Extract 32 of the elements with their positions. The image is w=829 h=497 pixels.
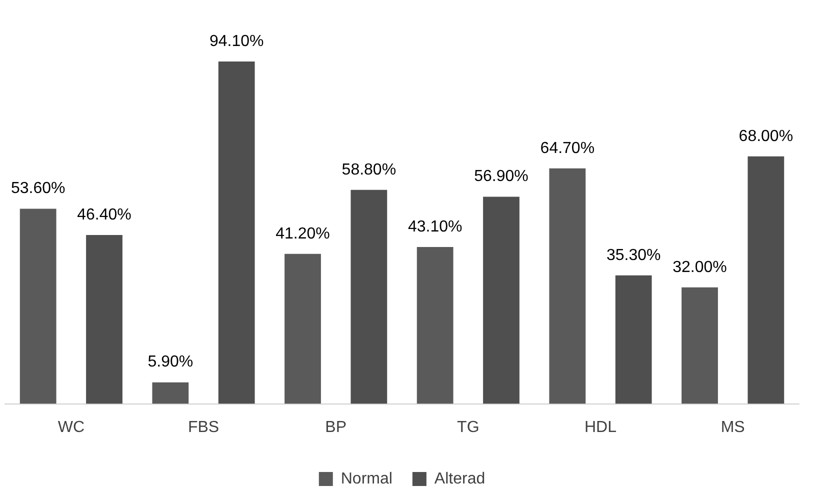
x-tick-label: FBS	[188, 418, 220, 436]
bar	[86, 234, 122, 404]
bar	[218, 61, 255, 404]
x-tick-label: TG	[457, 418, 480, 436]
x-tick-label: BP	[325, 418, 347, 436]
data-label: 35.30%	[606, 246, 661, 264]
x-tick-label: MS	[720, 418, 745, 436]
x-tick-label: WC	[58, 418, 84, 436]
legend-label: Alterad	[434, 470, 486, 488]
data-label: 32.00%	[672, 258, 727, 276]
legend-label: Normal	[340, 470, 392, 488]
data-label: 64.70%	[540, 140, 595, 157]
bar	[549, 168, 586, 404]
bar	[615, 275, 652, 404]
bar	[682, 287, 718, 404]
data-label: 68.00%	[738, 128, 794, 145]
data-label: 5.90%	[148, 354, 194, 371]
data-label: 41.20%	[276, 225, 330, 242]
data-label: 58.80%	[342, 161, 396, 178]
data-label: 43.10%	[408, 218, 462, 236]
data-label: 94.10%	[209, 32, 264, 50]
bar	[20, 208, 56, 404]
bar	[416, 247, 454, 404]
x-tick-label: HDL	[584, 418, 617, 436]
bar	[748, 156, 784, 404]
data-label: 56.90%	[474, 168, 528, 186]
data-label: 46.40%	[77, 206, 132, 224]
data-label: 53.60%	[10, 180, 66, 198]
bar	[152, 382, 189, 404]
bar	[350, 190, 388, 404]
bar	[483, 196, 520, 404]
bar	[284, 254, 321, 404]
